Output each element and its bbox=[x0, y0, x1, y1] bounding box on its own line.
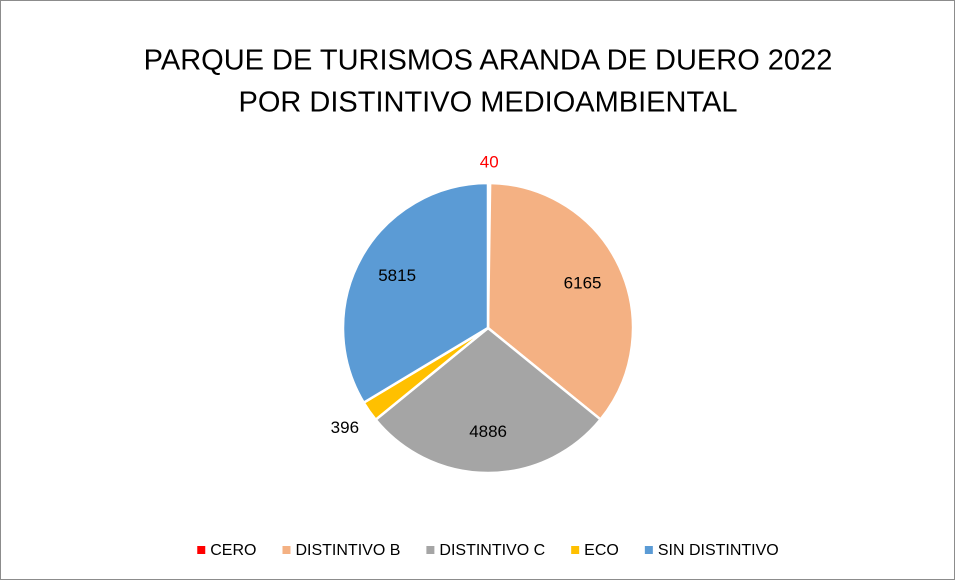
legend-swatch bbox=[644, 546, 653, 554]
pie-slice bbox=[373, 326, 603, 475]
legend-swatch bbox=[571, 546, 580, 554]
legend-label: ECO bbox=[584, 542, 619, 559]
pie-slice bbox=[341, 181, 490, 405]
data-label: 5815 bbox=[378, 266, 416, 285]
legend-swatch bbox=[282, 546, 291, 554]
data-label: 4886 bbox=[469, 422, 507, 441]
legend-swatch bbox=[197, 546, 206, 554]
chart-title: PARQUE DE TURISMOS ARANDA DE DUERO 2022 bbox=[144, 45, 833, 77]
legend-label: CERO bbox=[210, 542, 256, 559]
data-label: 40 bbox=[480, 152, 499, 171]
legend-label: DISTINTIVO C bbox=[439, 542, 545, 559]
legend-label: SIN DISTINTIVO bbox=[658, 542, 779, 559]
data-label: 6165 bbox=[564, 273, 602, 292]
legend-swatch bbox=[426, 546, 435, 554]
legend-label: DISTINTIVO B bbox=[295, 542, 400, 559]
data-label: 396 bbox=[331, 418, 359, 437]
chart-title: POR DISTINTIVO MEDIOAMBIENTAL bbox=[239, 87, 738, 119]
pie-slice bbox=[486, 181, 635, 422]
